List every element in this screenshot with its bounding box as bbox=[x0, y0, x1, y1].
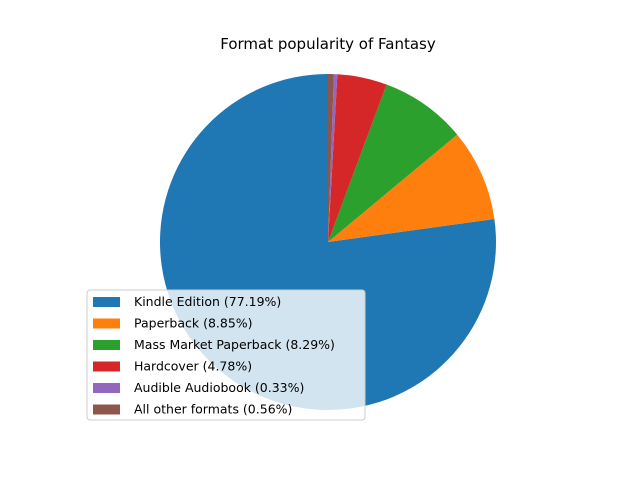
pie-slice-1 bbox=[328, 134, 495, 242]
pie-slice-5 bbox=[328, 73, 334, 242]
legend-items: Kindle Edition (77.19%) Paperback (8.85%)… bbox=[93, 294, 335, 417]
legend-label-2: Mass Market Paperback (8.29%) bbox=[134, 337, 335, 352]
legend-label-3: Hardcover (4.78%) bbox=[134, 359, 252, 374]
legend-swatch-1 bbox=[93, 318, 120, 329]
legend-swatch-3 bbox=[93, 361, 120, 372]
legend-label-1: Paperback (8.85%) bbox=[134, 316, 253, 331]
legend-label-0: Kindle Edition (77.19%) bbox=[134, 294, 281, 309]
legend-swatch-5 bbox=[93, 404, 120, 415]
legend-label-4: Audible Audiobook (0.33%) bbox=[134, 380, 304, 395]
legend: Kindle Edition (77.19%) Paperback (8.85%)… bbox=[86, 289, 366, 421]
legend-label-5: All other formats (0.56%) bbox=[134, 402, 292, 417]
pie-slice-2 bbox=[328, 84, 458, 242]
pie-slice-4 bbox=[328, 74, 338, 242]
legend-swatch-2 bbox=[93, 340, 120, 350]
chart-title: Format popularity of Fantasy bbox=[220, 35, 436, 53]
legend-swatch-4 bbox=[93, 383, 120, 393]
legend-swatch-0 bbox=[93, 297, 120, 307]
legend-frame bbox=[86, 289, 366, 421]
pie-slice-3 bbox=[328, 74, 387, 242]
